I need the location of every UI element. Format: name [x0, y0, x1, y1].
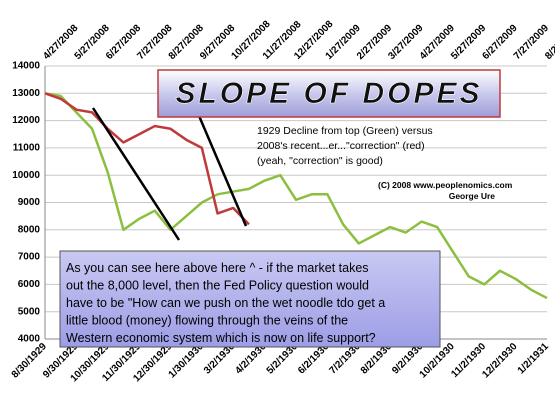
annotation: 1929 Decline from top (Green) versus 2008…: [257, 125, 513, 201]
y-tick-label: 11000: [13, 143, 41, 154]
annotation-line: 1929 Decline from top (Green) versus: [257, 125, 433, 137]
y-tick-label: 12000: [12, 115, 40, 126]
annotation-line: (yeah, "correction" is good): [257, 155, 383, 167]
note-line: out the 8,000 level, then the Fed Policy…: [66, 279, 369, 293]
y-tick-label: 4000: [18, 334, 41, 345]
note: As you can see here above here ^ - if th…: [66, 261, 385, 345]
note-line: have to be "How can we push on the wet n…: [66, 296, 385, 310]
title-box: [157, 69, 501, 118]
series-line: [44, 92, 250, 226]
trend-line: [91, 107, 181, 241]
note-line: little blood (money) flowing through the…: [66, 314, 348, 328]
x-tick-label: 1/2/1931: [516, 341, 552, 377]
y-tick-label: 10000: [12, 170, 40, 181]
y-tick-label: 9000: [18, 197, 41, 208]
y-tick-label: 5000: [18, 306, 41, 317]
y-tick-label: 7000: [18, 252, 41, 263]
credit-line: George Ure: [449, 191, 496, 201]
annotation-line: 2008's recent...er..."correction" (red): [257, 140, 425, 152]
note-line: Western economic system which is now on …: [66, 331, 376, 345]
y-tick-label: 6000: [18, 279, 41, 290]
plot: [44, 92, 548, 300]
series-line: [44, 92, 548, 300]
note-box: [59, 250, 441, 348]
y-tick-label: 8000: [18, 224, 41, 235]
x-tick-label: 12/2/1930: [480, 341, 520, 381]
y-tick-label: 14000: [12, 61, 40, 72]
note-line: As you can see here above here ^ - if th…: [66, 261, 369, 275]
credit-line: (C) 2008 www.peoplenomics.com: [378, 180, 513, 190]
y-tick-label: 13000: [12, 88, 40, 99]
chart-title: SLOPE OF DOPES: [175, 77, 482, 110]
